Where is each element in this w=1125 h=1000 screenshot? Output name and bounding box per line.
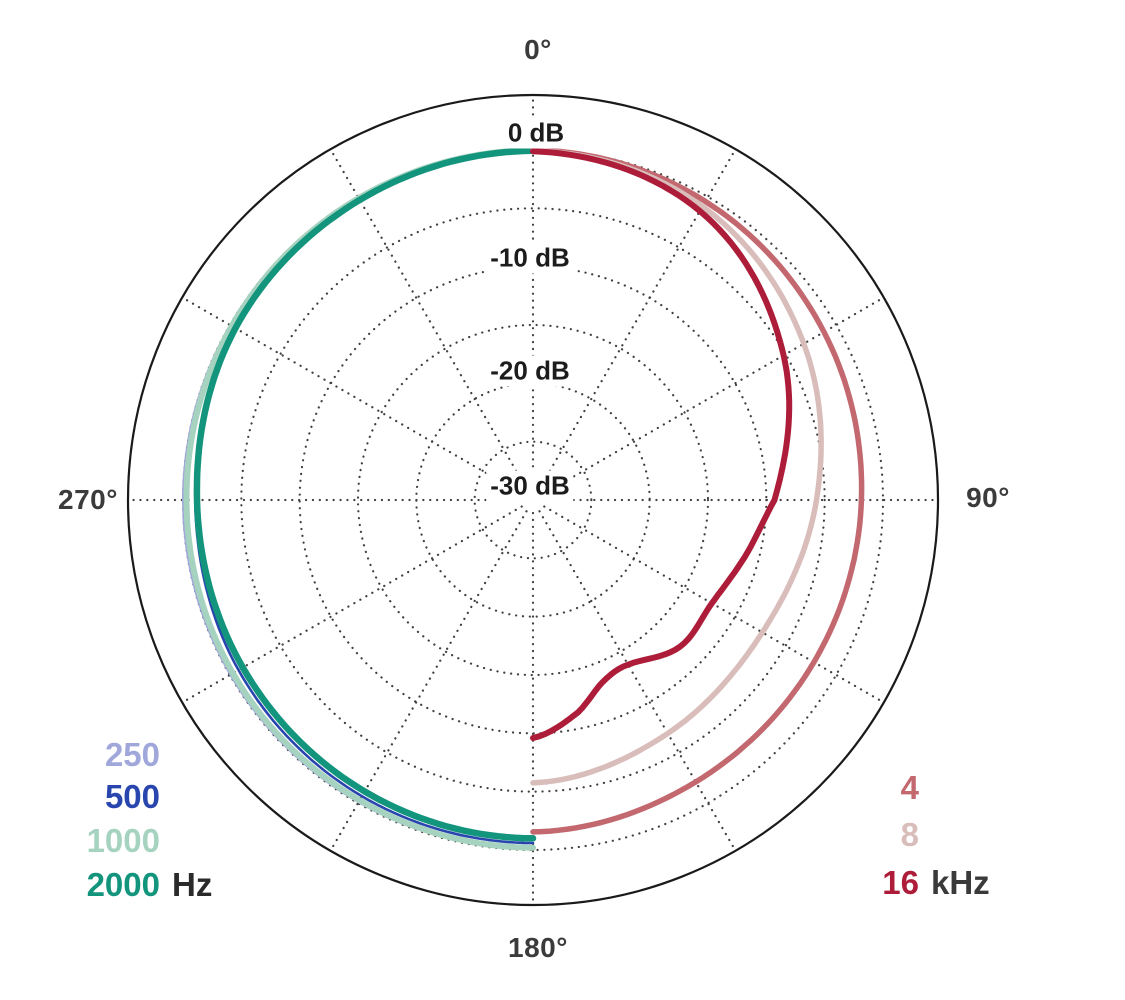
legend-value-1000: 1000 (86, 822, 160, 859)
legend-item-250hz: 250 (0, 736, 172, 774)
curve-2000-hz (193, 147, 537, 842)
db-label-30: -30 dB (486, 470, 574, 502)
legend-value-500: 500 (104, 778, 160, 815)
legend-value-8: 8 (900, 816, 919, 853)
grid-ring--5db (240, 207, 826, 793)
angle-label-0: 0° (524, 34, 552, 65)
legend-value-4: 4 (900, 769, 919, 806)
legend-value-2000: 2000 (86, 866, 160, 903)
legend-item-16khz: 16 kHz (820, 864, 990, 902)
db-label-20: -20 dB (486, 355, 574, 387)
curve-1000-hz (183, 147, 536, 851)
curve-500-hz (193, 149, 535, 845)
angle-label-270: 270° (58, 484, 118, 515)
curve-16-khz (530, 148, 793, 741)
angle-label-180: 180° (508, 932, 568, 963)
legend-item-4khz: 4 (820, 769, 931, 807)
db-label-10: -10 dB (486, 242, 574, 274)
legend-unit-khz: kHz (931, 864, 990, 901)
grid-ring--25db (473, 440, 593, 560)
outer-circle (126, 93, 940, 907)
legend-item-1000hz: 1000 (0, 822, 172, 860)
legend-item-500hz: 500 (0, 778, 172, 816)
legend-unit-hz: Hz (172, 866, 213, 903)
legend-item-2000hz: 2000 Hz (0, 866, 213, 904)
grid-spoke-60deg (543, 296, 885, 495)
legend-value-16: 16 (882, 864, 919, 901)
curve-250-hz (182, 148, 535, 850)
grid-spoke-150deg (538, 510, 737, 852)
curve-4-khz (530, 147, 865, 835)
db-label-0: 0 dB (503, 117, 569, 149)
grid-ring--15db (356, 323, 710, 677)
legend-value-250: 250 (104, 736, 160, 773)
legend-item-8khz: 8 (820, 816, 931, 854)
curve-8-khz (530, 147, 824, 786)
angle-label-90: 90° (966, 482, 1010, 513)
